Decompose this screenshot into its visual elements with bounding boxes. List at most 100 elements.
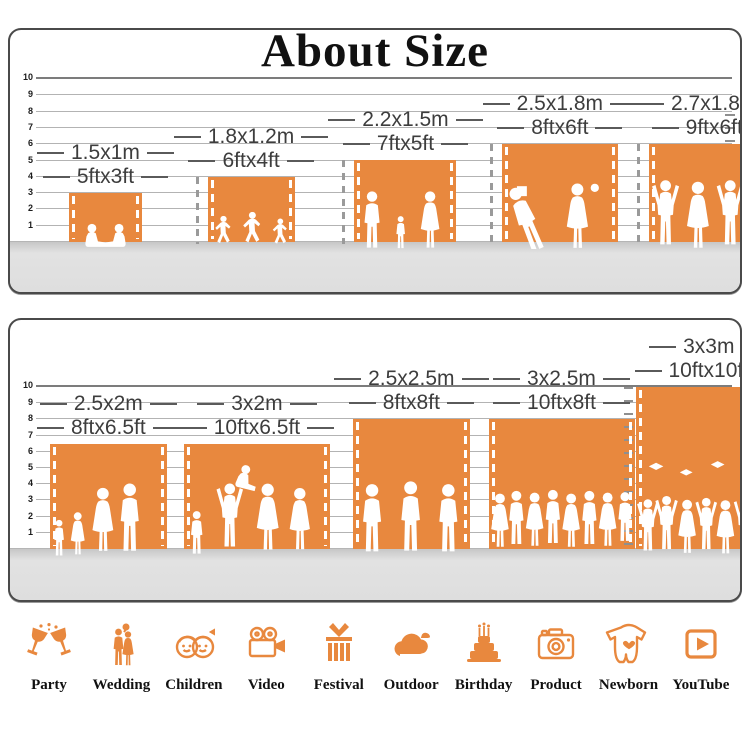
silhouette-graduation-crowd [636,460,740,554]
size-feet: 10ftx6.5ft [213,416,301,439]
backdrop-bar [183,444,330,554]
scale-tick-label: 9 [27,89,33,100]
scale-tick-label: 9 [27,397,33,408]
scale-tick-label: 6 [27,445,33,456]
category-label: Video [247,677,285,693]
label-rule [634,369,662,372]
size-label: 3x2m 10ftx6.5ft [179,392,335,439]
page-title: About Size [260,28,490,77]
size-metric: 1.8x1.2m [207,125,295,148]
label-rule [42,175,70,178]
scale-tick-label: 1 [27,219,33,230]
label-rule [39,402,67,405]
backdrop-bar [352,419,470,552]
size-feet: 9ftx6ft [685,116,742,139]
label-rule [307,426,335,429]
size-metric: 2.2x1.5m [362,108,449,131]
scale-tick-label: 8 [27,413,33,424]
scale-tick-label: 7 [27,429,33,440]
silhouette-dancing-women [651,180,740,248]
children-faces-icon [175,628,215,659]
size-option-2.5x2m: 2.5x2m 8ftx6.5ft [37,392,180,556]
size-label: 1.8x1.2m 6ftx4ft [173,125,329,172]
size-feet: 6ftx4ft [222,149,280,172]
gap-dashed-line [489,144,493,244]
category-label: Newborn [598,677,659,693]
size-metric: 2.5x2.5m [368,367,455,390]
size-chart-panel-bottom: 1 2 3 4 5 6 7 8 9 10 2.5x2m 8ftx6.5ft 3x2m 10ftx6… [8,318,742,602]
label-rule [342,142,370,145]
label-rule [602,401,630,404]
size-metric: 2.7x1.8m [671,92,740,115]
category-label: Wedding [92,677,151,693]
category-product: Product [521,622,591,694]
category-video: Video [231,622,301,694]
scale-tick-label: 7 [27,121,33,132]
size-metric: 2.5x1.8m [516,92,604,115]
backdrop-bar [195,177,295,244]
size-label: 1.5x1m 5ftx3ft [37,141,174,188]
scale-tick-label: 5 [27,154,33,165]
size-chart-panel-top: About Size 1 2 3 4 5 6 7 8 9 10 1.5x1m 5ftx3ft 1.… [8,28,742,294]
size-option-2.5x2.5m: 2.5x2.5m 8ftx8ft [334,367,489,552]
label-rule [37,151,64,154]
size-label: 3x2.5m 10ftx8ft [493,367,630,414]
backdrop-bar [636,144,740,248]
label-rule [289,402,317,405]
label-rule [286,159,314,162]
size-metric: 1.5x1m [71,141,140,164]
size-option-3x2.5m: 3x2.5m 10ftx8ft [488,367,635,549]
label-rule [301,135,329,138]
category-label: Product [530,677,582,693]
label-rule [455,118,483,121]
backdrop-bar [49,444,167,556]
label-rule [493,401,521,404]
backdrop-bar [488,419,635,549]
size-option-3x2m: 3x2m 10ftx6.5ft [179,392,335,554]
label-rule [188,159,216,162]
size-option-2.7x1.8m: 2.7x1.8m 9ftx6ft [636,92,742,248]
category-birthday: Birthday [449,622,519,694]
backdrop-bar [342,160,457,249]
size-feet: 10ftx10ft [668,359,742,382]
size-option-2.2x1.5m: 2.2x1.5m 7ftx5ft [328,108,483,249]
size-feet: 8ftx8ft [382,391,440,414]
size-metric: 3x2.5m [527,367,596,390]
backdrop-bar [68,193,142,247]
video-camera-icon [249,626,286,658]
gap-dashed-line [195,177,199,244]
scale-tick-label: 8 [27,105,33,116]
scale-tick-label: 3 [27,494,33,505]
size-feet: 8ftx6ft [531,116,589,139]
label-rule [152,426,180,429]
label-rule [441,142,469,145]
festival-gift-icon [325,623,352,661]
label-rule [37,426,64,429]
scale-tick-label: 1 [27,526,33,537]
label-rule [497,126,525,129]
label-rule [651,126,679,129]
label-rule [173,135,201,138]
label-rule [146,151,174,154]
label-rule [595,126,623,129]
silhouette-children-reading [85,223,126,247]
scale-tick-label: 2 [27,510,33,521]
scale-tick-label: 10 [22,380,33,390]
party-glasses-icon [27,623,71,656]
size-label: 3x3m 10ftx10ft [634,335,742,382]
label-rule [179,426,207,429]
label-rule [197,402,225,405]
category-label: Festival [313,677,364,693]
silhouette-children-running [214,211,287,244]
category-row: Party Wedding Children [14,622,736,694]
wedding-couple-icon [114,623,135,666]
size-label: 2.5x1.8m 8ftx6ft [482,92,638,139]
category-label: YouTube [672,677,730,693]
silhouette-family-holding-hands [364,191,440,249]
size-metric: 3x3m [683,335,735,358]
bars-row-top: 1.5x1m 5ftx3ft 1.8x1.2m 6ftx4ft [37,84,740,249]
size-metric: 3x2m [231,392,283,415]
category-outdoor: Outdoor [376,622,446,694]
category-wedding: Wedding [86,622,156,694]
backdrop-bar [623,387,740,554]
